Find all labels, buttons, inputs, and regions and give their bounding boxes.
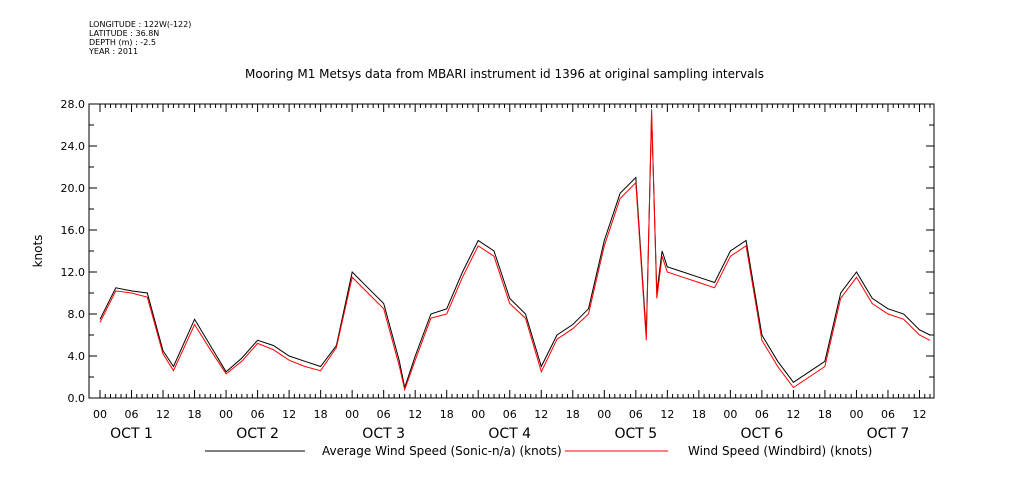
legend-label-windbird: Wind Speed (Windbird) (knots): [688, 444, 872, 458]
x-hour-label: 12: [156, 408, 170, 421]
metadata-block: LONGITUDE : 122W(-122) LATITUDE : 36.8N …: [89, 20, 191, 56]
x-hour-label: 06: [503, 408, 517, 421]
x-hour-label: 06: [125, 408, 139, 421]
x-day-label: OCT 1: [110, 426, 153, 442]
y-tick-label: 24.0: [61, 140, 86, 153]
x-hour-label: 06: [755, 408, 769, 421]
x-hour-label: 12: [786, 408, 800, 421]
x-hour-label: 12: [912, 408, 926, 421]
x-day-label: OCT 7: [867, 426, 910, 442]
x-hour-label: 18: [188, 408, 202, 421]
x-hour-label: 12: [282, 408, 296, 421]
y-tick-label: 28.0: [61, 98, 86, 111]
x-day-label: OCT 5: [614, 426, 657, 442]
chart-title: Mooring M1 Metsys data from MBARI instru…: [245, 67, 764, 81]
x-hour-label: 00: [345, 408, 359, 421]
x-hour-label: 00: [93, 408, 107, 421]
x-day-label: OCT 3: [362, 426, 405, 442]
meta-depth: DEPTH (m) : -2.5: [89, 38, 156, 47]
meta-year: YEAR : 2011: [89, 47, 139, 56]
x-hour-label: 18: [692, 408, 706, 421]
x-hour-label: 00: [471, 408, 485, 421]
x-day-label: OCT 4: [488, 426, 531, 442]
legend-label-sonic: Average Wind Speed (Sonic-n/a) (knots): [322, 444, 562, 458]
x-hour-label: 18: [440, 408, 454, 421]
x-hour-label: 06: [377, 408, 391, 421]
meta-latitude: LATITUDE : 36.8N: [89, 29, 160, 38]
x-hour-label: 06: [881, 408, 895, 421]
x-hour-label: 06: [251, 408, 265, 421]
meta-longitude: LONGITUDE : 122W(-122): [89, 20, 192, 29]
x-hour-label: 00: [597, 408, 611, 421]
x-hour-label: 06: [629, 408, 643, 421]
x-day-label: OCT 2: [236, 426, 279, 442]
x-hour-label: 18: [566, 408, 580, 421]
x-day-label: OCT 6: [741, 426, 784, 442]
x-hour-label: 18: [314, 408, 328, 421]
y-tick-label: 20.0: [61, 182, 86, 195]
x-hour-label: 00: [849, 408, 863, 421]
x-hour-label: 18: [818, 408, 832, 421]
x-hour-label: 00: [723, 408, 737, 421]
y-tick-label: 12.0: [61, 266, 86, 279]
y-tick-label: 0.0: [68, 392, 86, 405]
y-tick-label: 4.0: [68, 350, 86, 363]
y-axis-label: knots: [31, 235, 45, 268]
series-line-windbird: [99, 109, 931, 392]
x-hour-label: 00: [219, 408, 233, 421]
x-hour-label: 12: [534, 408, 548, 421]
series-line-sonic: [99, 114, 931, 390]
x-hour-label: 12: [408, 408, 422, 421]
x-hour-label: 12: [660, 408, 674, 421]
y-tick-label: 8.0: [68, 308, 86, 321]
y-tick-label: 16.0: [61, 224, 86, 237]
